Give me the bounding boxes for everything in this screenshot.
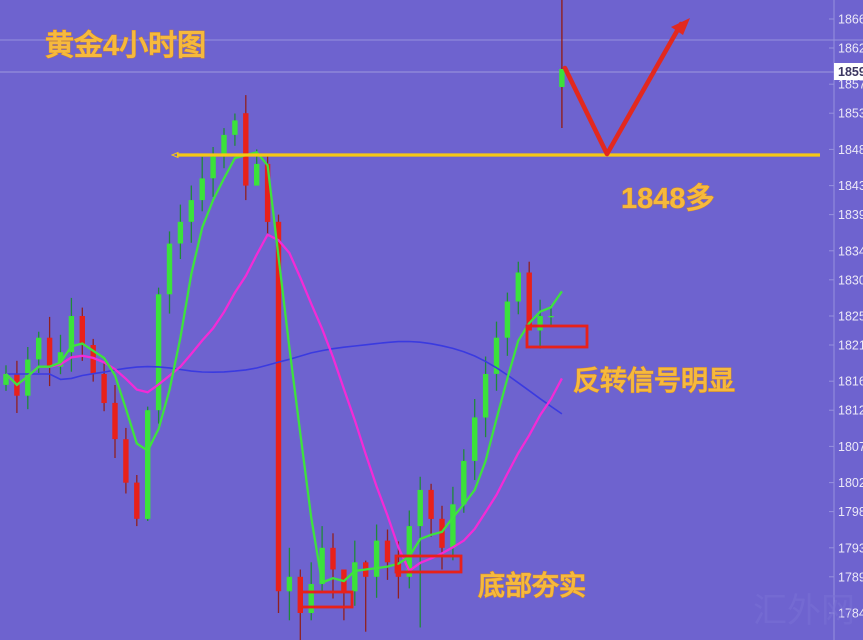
svg-text:1859.: 1859. <box>838 65 863 79</box>
svg-text:1802.: 1802. <box>838 476 863 490</box>
svg-text:1862.: 1862. <box>838 42 863 56</box>
svg-text:1807.: 1807. <box>838 440 863 454</box>
svg-text:1798.: 1798. <box>838 505 863 519</box>
svg-text:1848多: 1848多 <box>621 182 715 215</box>
svg-text:1821.: 1821. <box>838 339 863 353</box>
svg-text:反转信号明显: 反转信号明显 <box>573 366 735 396</box>
svg-text:1843.: 1843. <box>838 179 863 193</box>
svg-text:汇外网: 汇外网 <box>753 592 855 630</box>
svg-text:黄金4小时图: 黄金4小时图 <box>45 28 206 62</box>
svg-text:1853.: 1853. <box>838 107 863 121</box>
svg-text:1866.: 1866. <box>838 13 863 27</box>
svg-text:1793.: 1793. <box>838 541 863 555</box>
svg-text:1834.: 1834. <box>838 244 863 258</box>
svg-text:1816.: 1816. <box>838 375 863 389</box>
svg-text:1839.: 1839. <box>838 208 863 222</box>
svg-text:底部夯实: 底部夯实 <box>478 570 586 601</box>
svg-text:1812.: 1812. <box>838 404 863 418</box>
svg-text:1825.: 1825. <box>838 310 863 324</box>
svg-text:1830.: 1830. <box>838 273 863 287</box>
svg-text:1789.: 1789. <box>838 570 863 584</box>
svg-text:1848.: 1848. <box>838 143 863 157</box>
